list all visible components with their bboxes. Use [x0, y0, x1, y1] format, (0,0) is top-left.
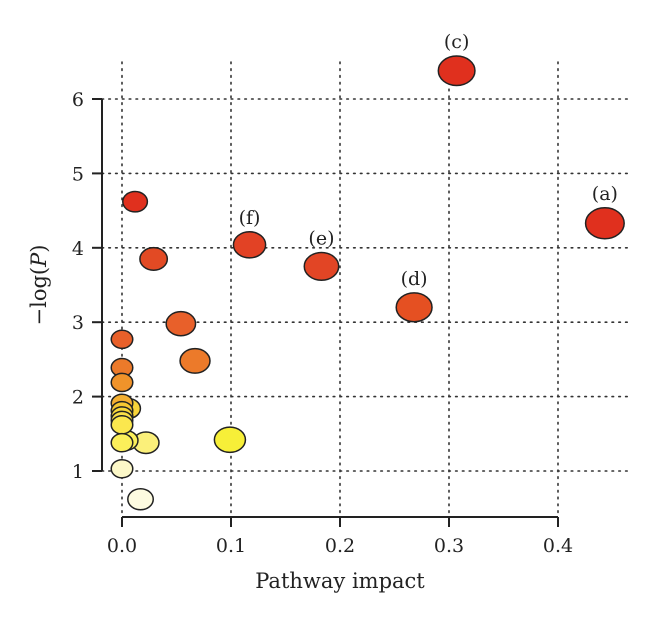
- x-tick-label: 0.3: [434, 535, 464, 557]
- points-layer: [110, 55, 625, 511]
- y-tick-label: 4: [72, 238, 84, 260]
- x-tick-label: 0.0: [107, 535, 137, 557]
- pathway-point: [110, 415, 134, 435]
- pathway-point: [122, 190, 149, 213]
- point-label: (f): [239, 207, 261, 229]
- y-tick-label: 3: [72, 312, 84, 334]
- point-label: (a): [592, 183, 618, 205]
- pathway-point: [110, 329, 134, 350]
- x-tick-label: 0.1: [216, 535, 246, 557]
- pathway-point: [110, 372, 134, 393]
- pathway-point: [213, 426, 247, 454]
- y-tick-label: 1: [72, 461, 84, 483]
- y-tick-label: 5: [72, 163, 84, 185]
- y-tick-label: 2: [72, 387, 84, 409]
- y-axis-title-prefix: −log(: [27, 267, 51, 326]
- x-tick-label: 0.4: [543, 535, 573, 557]
- y-tick-label: 6: [72, 89, 84, 111]
- pathway-point: [139, 246, 169, 271]
- point-label: (c): [444, 31, 469, 53]
- pathway-point: [165, 310, 197, 337]
- y-axis-title: −log(P): [27, 245, 51, 326]
- x-tick-label: 0.2: [325, 535, 355, 557]
- pathway-point: [437, 55, 476, 87]
- pathway-point: [110, 458, 134, 479]
- x-axis-title: Pathway impact: [255, 569, 425, 593]
- pathway-point: [584, 207, 625, 240]
- y-axis-title-italic: P: [27, 252, 51, 268]
- grid-layer: [101, 61, 629, 518]
- pathway-point: [110, 432, 134, 453]
- point-label: (e): [308, 228, 334, 250]
- y-axis-title-suffix: ): [27, 245, 51, 253]
- pathway-point: [232, 231, 267, 259]
- labels-layer: (a) (c) (d) (e) (f): [239, 31, 618, 290]
- axes-layer: [101, 99, 558, 518]
- pathway-point: [303, 251, 340, 282]
- pathway-point: [179, 347, 211, 374]
- pathway-point: [127, 487, 154, 511]
- pathway-point: [395, 292, 433, 323]
- point-label: (d): [401, 268, 428, 290]
- ticks-layer: 0.0 0.1 0.2 0.3 0.4 1 2 3 4 5 6: [72, 89, 573, 557]
